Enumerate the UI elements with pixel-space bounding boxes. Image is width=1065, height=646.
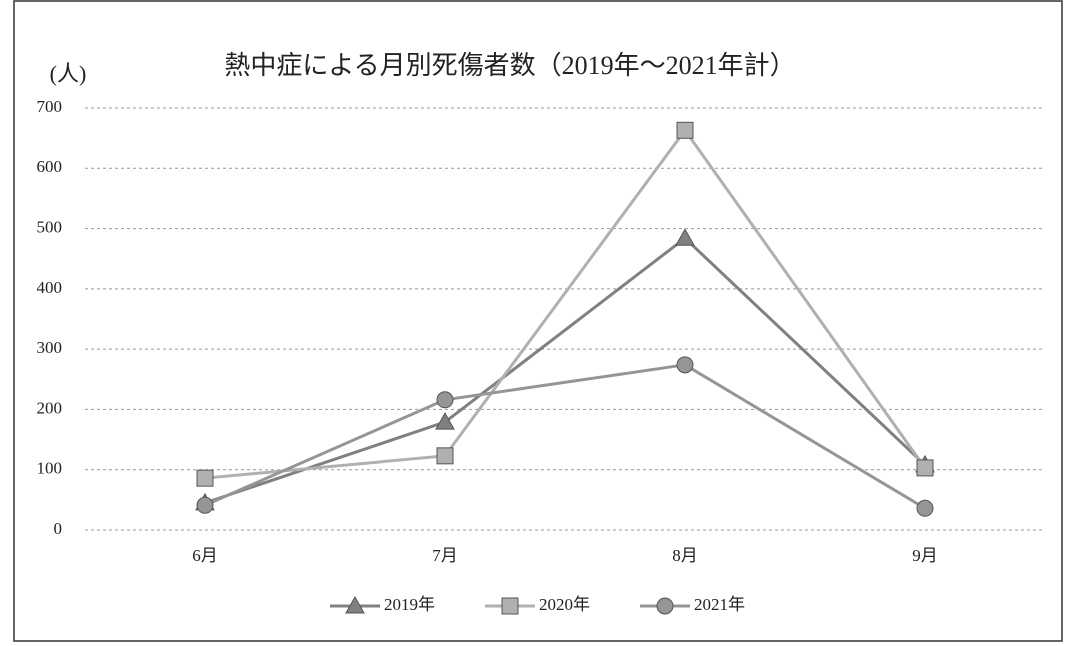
y-tick-label: 200 <box>37 398 63 417</box>
y-tick-label: 700 <box>37 97 63 116</box>
marker <box>676 356 694 374</box>
series-line <box>204 363 926 510</box>
y-tick-label: 100 <box>37 459 63 478</box>
x-tick-label: 7月 <box>432 546 458 565</box>
marker <box>345 595 365 614</box>
y-tick-label: 0 <box>54 519 63 538</box>
marker <box>916 459 934 477</box>
x-tick-label: 9月 <box>912 546 938 565</box>
marker <box>656 597 674 615</box>
marker <box>436 391 454 409</box>
y-tick-label: 500 <box>37 217 63 236</box>
legend-label: 2020年 <box>539 595 590 614</box>
marker <box>196 496 214 514</box>
marker <box>916 499 934 517</box>
marker <box>501 597 519 615</box>
x-tick-label: 8月 <box>672 546 698 565</box>
x-tick-label: 6月 <box>192 546 218 565</box>
marker <box>676 121 694 139</box>
chart-title: 熱中症による月別死傷者数（2019年～2021年計） <box>224 51 795 80</box>
marker <box>675 228 695 246</box>
legend-label: 2021年 <box>694 595 745 614</box>
legend-label: 2019年 <box>384 595 435 614</box>
y-tick-label: 300 <box>37 338 63 357</box>
chart-border <box>13 0 1063 642</box>
series-line <box>204 236 927 505</box>
y-tick-label: 400 <box>37 278 63 297</box>
marker <box>436 447 454 465</box>
marker <box>196 469 214 487</box>
series-line <box>204 127 927 480</box>
y-axis-label: (人) <box>50 61 87 86</box>
marker <box>435 412 455 430</box>
y-tick-label: 600 <box>37 157 63 176</box>
